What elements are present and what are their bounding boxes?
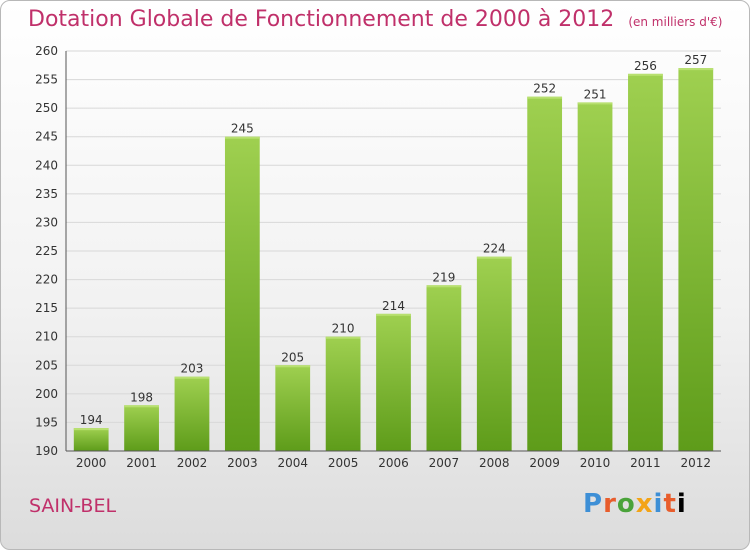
- bar-highlight: [527, 96, 563, 99]
- y-tick-label: 240: [35, 158, 58, 172]
- bar-highlight: [275, 365, 311, 368]
- x-tick-label: 2002: [177, 456, 208, 470]
- logo-letter: x: [635, 489, 654, 519]
- data-label: 210: [332, 322, 355, 336]
- bar-highlight: [174, 376, 210, 379]
- x-tick-label: 2011: [630, 456, 661, 470]
- data-label: 214: [382, 299, 405, 313]
- logo-letter: r: [603, 489, 617, 519]
- data-label: 252: [533, 82, 556, 96]
- x-tick-label: 2006: [378, 456, 409, 470]
- x-tick-label: 2000: [76, 456, 107, 470]
- bar-highlight: [224, 136, 260, 139]
- y-tick-label: 250: [35, 101, 58, 115]
- bar: [124, 405, 159, 451]
- bar: [678, 68, 714, 452]
- bar: [527, 96, 563, 451]
- x-tick-label: 2004: [277, 456, 308, 470]
- logo-letter: i: [653, 489, 664, 519]
- y-tick-label: 195: [35, 415, 58, 429]
- y-tick-label: 260: [35, 44, 58, 58]
- title-text: Dotation Globale de Fonctionnement de 20…: [28, 7, 615, 32]
- bar-highlight: [73, 428, 109, 431]
- y-tick-label: 235: [35, 187, 58, 201]
- city-name: SAIN-BEL: [29, 495, 117, 517]
- x-tick-label: 2007: [429, 456, 460, 470]
- y-tick-label: 190: [35, 444, 58, 458]
- bar: [73, 428, 109, 451]
- axes: 190 195 200 205 210 215 220 225 230 235 240 245 250 2…: [35, 44, 721, 470]
- bar-highlight: [376, 313, 411, 316]
- data-label: 205: [281, 350, 304, 364]
- y-tick-label: 220: [35, 273, 58, 287]
- logo-letter: i: [676, 489, 687, 519]
- y-tick-label: 225: [35, 244, 58, 258]
- data-label: 203: [181, 362, 204, 376]
- logo-letter: P: [583, 489, 604, 519]
- y-tick-label: 200: [35, 387, 58, 401]
- bar-highlight: [426, 285, 462, 288]
- x-tick-label: 2012: [681, 456, 712, 470]
- bar: [628, 73, 663, 451]
- y-tick-label: 255: [35, 73, 58, 87]
- bar-highlight: [325, 336, 361, 339]
- y-tick-label: 245: [35, 130, 58, 144]
- bar-highlight: [476, 256, 512, 259]
- x-tick-label: 2008: [479, 456, 510, 470]
- y-tick-label: 230: [35, 215, 58, 229]
- bar: [224, 136, 260, 451]
- data-label: 256: [634, 59, 657, 73]
- y-tick-label: 205: [35, 358, 58, 372]
- bar: [476, 256, 512, 451]
- data-label: 245: [231, 122, 254, 136]
- bar-highlight: [124, 405, 159, 408]
- proxiti-logo[interactable]: Proxiti: [583, 489, 687, 519]
- bar: [174, 376, 210, 451]
- logo-letter: o: [616, 489, 636, 519]
- x-tick-label: 2009: [529, 456, 560, 470]
- chart-unit: (en milliers d'€): [628, 15, 723, 29]
- bar: [426, 285, 462, 451]
- bar: [325, 336, 361, 451]
- data-label: 251: [584, 87, 607, 101]
- y-tick-label: 210: [35, 330, 58, 344]
- bars: [73, 68, 714, 452]
- x-tick-label: 2010: [580, 456, 611, 470]
- data-label: 219: [432, 270, 455, 284]
- bar: [275, 365, 311, 451]
- data-label: 194: [80, 413, 103, 427]
- chart-title: Dotation Globale de Fonctionnement de 20…: [28, 7, 722, 32]
- x-tick-label: 2005: [328, 456, 359, 470]
- x-tick-label: 2001: [126, 456, 157, 470]
- data-label: 224: [483, 242, 506, 256]
- bar: [376, 313, 411, 451]
- bar-highlight: [628, 73, 663, 76]
- data-label: 198: [130, 390, 153, 404]
- data-label: 257: [684, 53, 707, 67]
- bar-highlight: [577, 102, 613, 105]
- y-tick-label: 215: [35, 301, 58, 315]
- logo-letter: t: [663, 489, 677, 519]
- x-tick-label: 2003: [227, 456, 258, 470]
- bar: [577, 102, 613, 451]
- bar-highlight: [678, 68, 714, 71]
